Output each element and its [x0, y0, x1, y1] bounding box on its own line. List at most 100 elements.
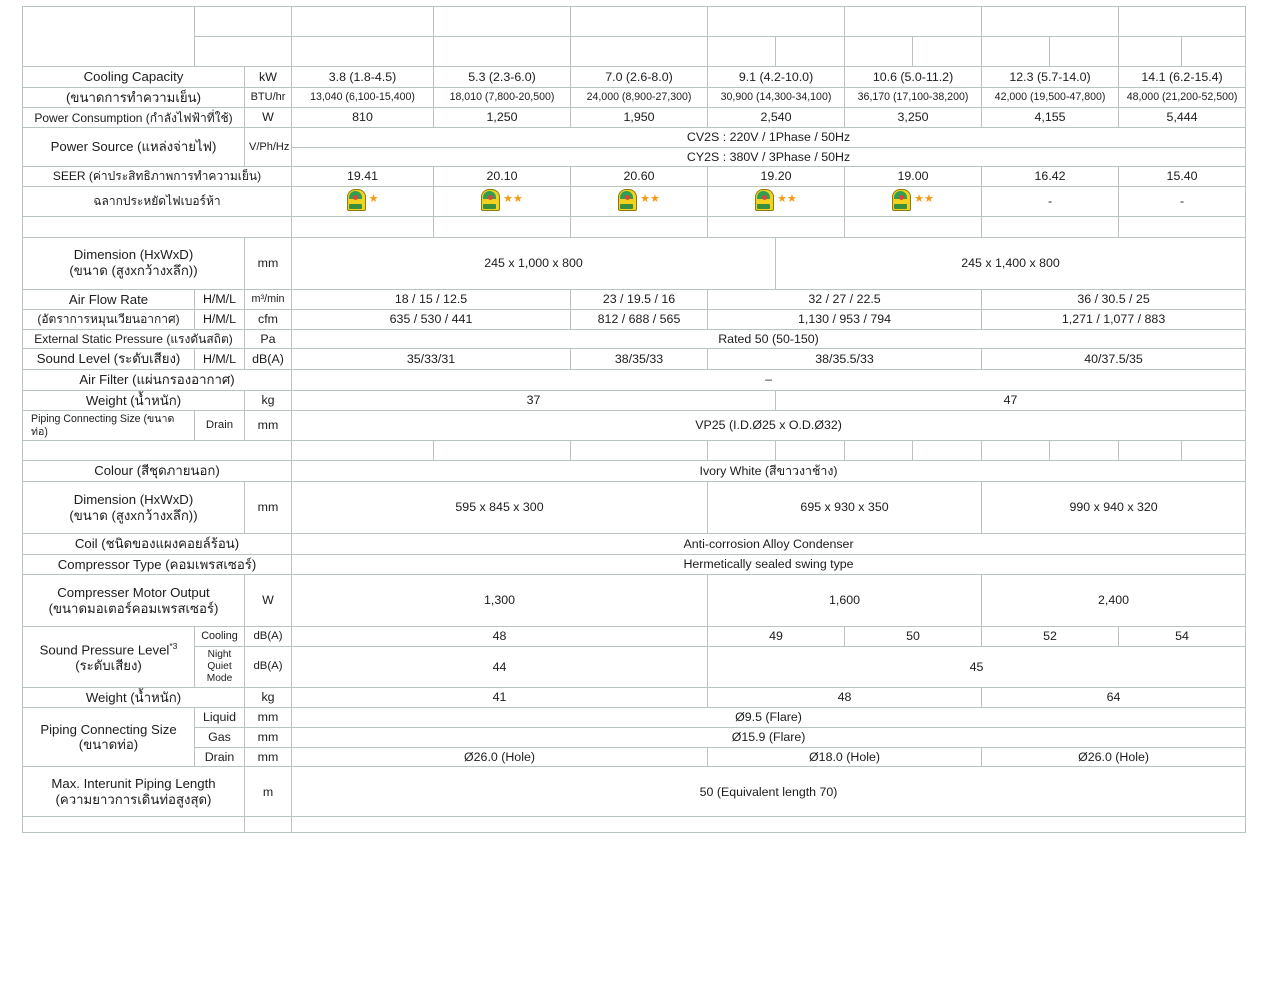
outdoor-compressor-motor-unit: W [244, 574, 292, 628]
power-consumption-5: 4,155 [981, 107, 1120, 128]
indoor-sec-model-5: FBA42BV2S [981, 216, 1120, 238]
outdoor-unit-header: Outdoor Unit (ชุดภายนอก) [194, 36, 292, 68]
energy-label-6: - [1118, 185, 1247, 218]
indoor-sound-0: 35/33/31 [291, 348, 571, 370]
outdoor-spl-cooling-2: 50 [844, 626, 983, 647]
outdoor-sec-model-4: RZF30CY2S [774, 440, 846, 462]
power-source-label: Power Source (แหล่งจ่ายไฟ) [22, 126, 245, 168]
indoor-airflow-cfm-1: 812 / 688 / 565 [570, 309, 708, 330]
indoor-piping-label: Piping Connecting Size (ขนาดท่อ) [22, 410, 195, 442]
cooling-btu-4: 36,170 (17,100-38,200) [844, 86, 983, 109]
outdoor-max-piping-label-en: Max. Interunit Piping Length [51, 776, 216, 792]
star-icon: ★★ [503, 193, 523, 206]
outdoor-piping-drain-label: Drain [194, 746, 245, 768]
row-indoor-airflow-m3: Air Flow Rate H/M/L m³/min 18 / 15 / 12.… [22, 288, 1247, 311]
outdoor-coil-label: Coil (ชนิดของแผงคอยล์ร้อน) [22, 533, 292, 555]
indoor-unit-header: Indoor Unit (ชุดภายใน) [194, 5, 292, 38]
indoor-unit-header-en: Indoor Unit [212, 9, 274, 21]
indoor-airflow-m3-2: 32 / 27 / 22.5 [706, 288, 983, 311]
outdoor-model-5: RZF36CV2S [844, 36, 914, 68]
energy-label-1: ★★ [433, 185, 571, 218]
outdoor-weight-unit: kg [244, 686, 292, 709]
outdoor-section-label: Outdoor Unit (ชุดภายนอก) [22, 440, 292, 462]
truncated-label [22, 816, 245, 834]
indoor-esp-value: Rated 50 (50-150) [290, 328, 1247, 350]
row-cooling-capacity-btu: (ขนาดการทำความเย็น) BTU/hr 13,040 (6,100… [22, 86, 1247, 109]
outdoor-piping-unit-1: mm [244, 707, 292, 729]
row-outdoor-weight: Weight (น้ำหนัก) kg 41 48 64 [22, 686, 1247, 709]
star-icon: ★★ [777, 193, 797, 206]
outdoor-sec-model-0: RZF13CV2S [291, 440, 434, 462]
indoor-model-0: FBA13BV2S [291, 5, 434, 38]
outdoor-piping-label: Piping Connecting Size (ขนาดท่อ) [22, 707, 195, 768]
indoor-airflow-unit-cfm: cfm [244, 309, 292, 330]
outdoor-colour-label: Colour (สีชุดภายนอก) [22, 460, 292, 483]
power-consumption-unit: W [244, 107, 292, 128]
indoor-airflow-cfm-2: 1,130 / 953 / 794 [706, 309, 983, 330]
indoor-sound-3: 40/37.5/35 [981, 348, 1247, 370]
outdoor-model-1: RZF18CV2S [433, 36, 571, 68]
indoor-air-filter-label: Air Filter (แผ่นกรองอากาศ) [22, 368, 292, 391]
energy-label-icon [755, 188, 775, 211]
indoor-model-4: FBA36BV2S [844, 5, 983, 38]
indoor-sound-unit: dB(A) [244, 348, 292, 370]
outdoor-sec-model-3: RZF30CV2S [707, 440, 776, 462]
row-outdoor-piping-liquid: Piping Connecting Size (ขนาดท่อ) Liquid … [22, 707, 1247, 768]
outdoor-model-0: RZF13CV2S [291, 36, 434, 68]
row-indoor-piping: Piping Connecting Size (ขนาดท่อ) Drain m… [22, 410, 1247, 442]
outdoor-coil-value: Anti-corrosion Alloy Condenser [290, 533, 1247, 555]
outdoor-weight-1: 48 [706, 686, 983, 709]
outdoor-compressor-type-value: Hermetically sealed swing type [290, 553, 1247, 576]
specification-table: Models (รุ่น) Indoor Unit (ชุดภายใน) FBA… [22, 5, 1247, 834]
outdoor-model-4: RZF30CY2S [774, 36, 846, 68]
indoor-piping-unit: mm [244, 410, 292, 442]
seer-2: 20.60 [570, 166, 708, 187]
outdoor-dimension-label-th: (ขนาด (สูงxกว้างxลึก)) [69, 507, 198, 523]
truncated-unit [244, 816, 292, 834]
outdoor-model-3: RZF30CV2S [707, 36, 776, 68]
models-label: Models (รุ่น) [22, 5, 195, 68]
outdoor-piping-label-th: (ขนาดท่อ) [78, 737, 139, 753]
energy-label-icon [892, 188, 912, 211]
indoor-esp-label: External Static Pressure (แรงดันสถิต) [22, 328, 245, 350]
indoor-airflow-cfm-0: 635 / 530 / 441 [291, 309, 571, 330]
indoor-airflow-m3-3: 36 / 30.5 / 25 [981, 288, 1247, 311]
outdoor-compressor-motor-0: 1,300 [291, 574, 708, 628]
seer-0: 19.41 [291, 166, 434, 187]
outdoor-spl-unit-1: dB(A) [244, 626, 292, 647]
indoor-dimension-label-th: (ขนาด (สูงxกว้างxลึก)) [69, 263, 198, 279]
indoor-sound-label: Sound Level (ระดับเสียง) [22, 348, 195, 370]
indoor-sound-1: 38/35/33 [570, 348, 708, 370]
outdoor-compressor-motor-2: 2,400 [981, 574, 1247, 628]
power-consumption-6: 5,444 [1118, 107, 1247, 128]
outdoor-compressor-motor-label-th: (ขนาดมอเตอร์คอมเพรสเซอร์) [48, 600, 219, 616]
outdoor-sec-model-6: RZF36CY2S [912, 440, 983, 462]
outdoor-spl-night-0: 44 [291, 645, 708, 688]
outdoor-dimension-label-en: Dimension (HxWxD) [73, 491, 194, 507]
cooling-btu-6: 48,000 (21,200-52,500) [1118, 86, 1247, 109]
row-cooling-capacity-kw: Cooling Capacity kW 3.8 (1.8-4.5) 5.3 (2… [22, 66, 1247, 88]
row-power-source-cv2s: Power Source (แหล่งจ่ายไฟ) V/Ph/Hz CV2S … [22, 126, 1247, 168]
outdoor-model-9: RZF48CV2S [1118, 36, 1183, 68]
indoor-air-filter-value: – [290, 368, 1247, 391]
cooling-capacity-label-th: (ขนาดการทำความเย็น) [22, 86, 245, 109]
energy-label-icon [618, 188, 638, 211]
outdoor-sec-model-7: RZF42CV2S [981, 440, 1051, 462]
indoor-sec-model-6: FBA48BV2S [1118, 216, 1247, 238]
outdoor-spl-cooling-label: Cooling [194, 626, 245, 647]
indoor-model-2: FBA24BV2S9 [570, 5, 708, 38]
cooling-kw-0: 3.8 (1.8-4.5) [291, 66, 434, 88]
row-indoor-sound-level: Sound Level (ระดับเสียง) H/M/L dB(A) 35/… [22, 348, 1247, 370]
energy-label-label: ฉลากประหยัดไฟเบอร์ห้า [22, 185, 292, 218]
outdoor-model-6: RZF36CY2S [912, 36, 983, 68]
outdoor-unit-header-en: Outdoor Unit [207, 39, 279, 52]
cooling-btu-0: 13,040 (6,100-15,400) [291, 86, 434, 109]
cooling-kw-2: 7.0 (2.6-8.0) [570, 66, 708, 88]
star-icon: ★★ [914, 193, 934, 206]
indoor-sec-model-4: FBA36BV2S [844, 216, 983, 238]
outdoor-spl-label-en: Sound Pressure Level [39, 642, 170, 658]
power-consumption-label: Power Consumption (กำลังไฟฟ้าที่ใช้) [22, 107, 245, 128]
indoor-sound-2: 38/35.5/33 [706, 348, 983, 370]
outdoor-model-8: RZF42CY2S [1049, 36, 1120, 68]
